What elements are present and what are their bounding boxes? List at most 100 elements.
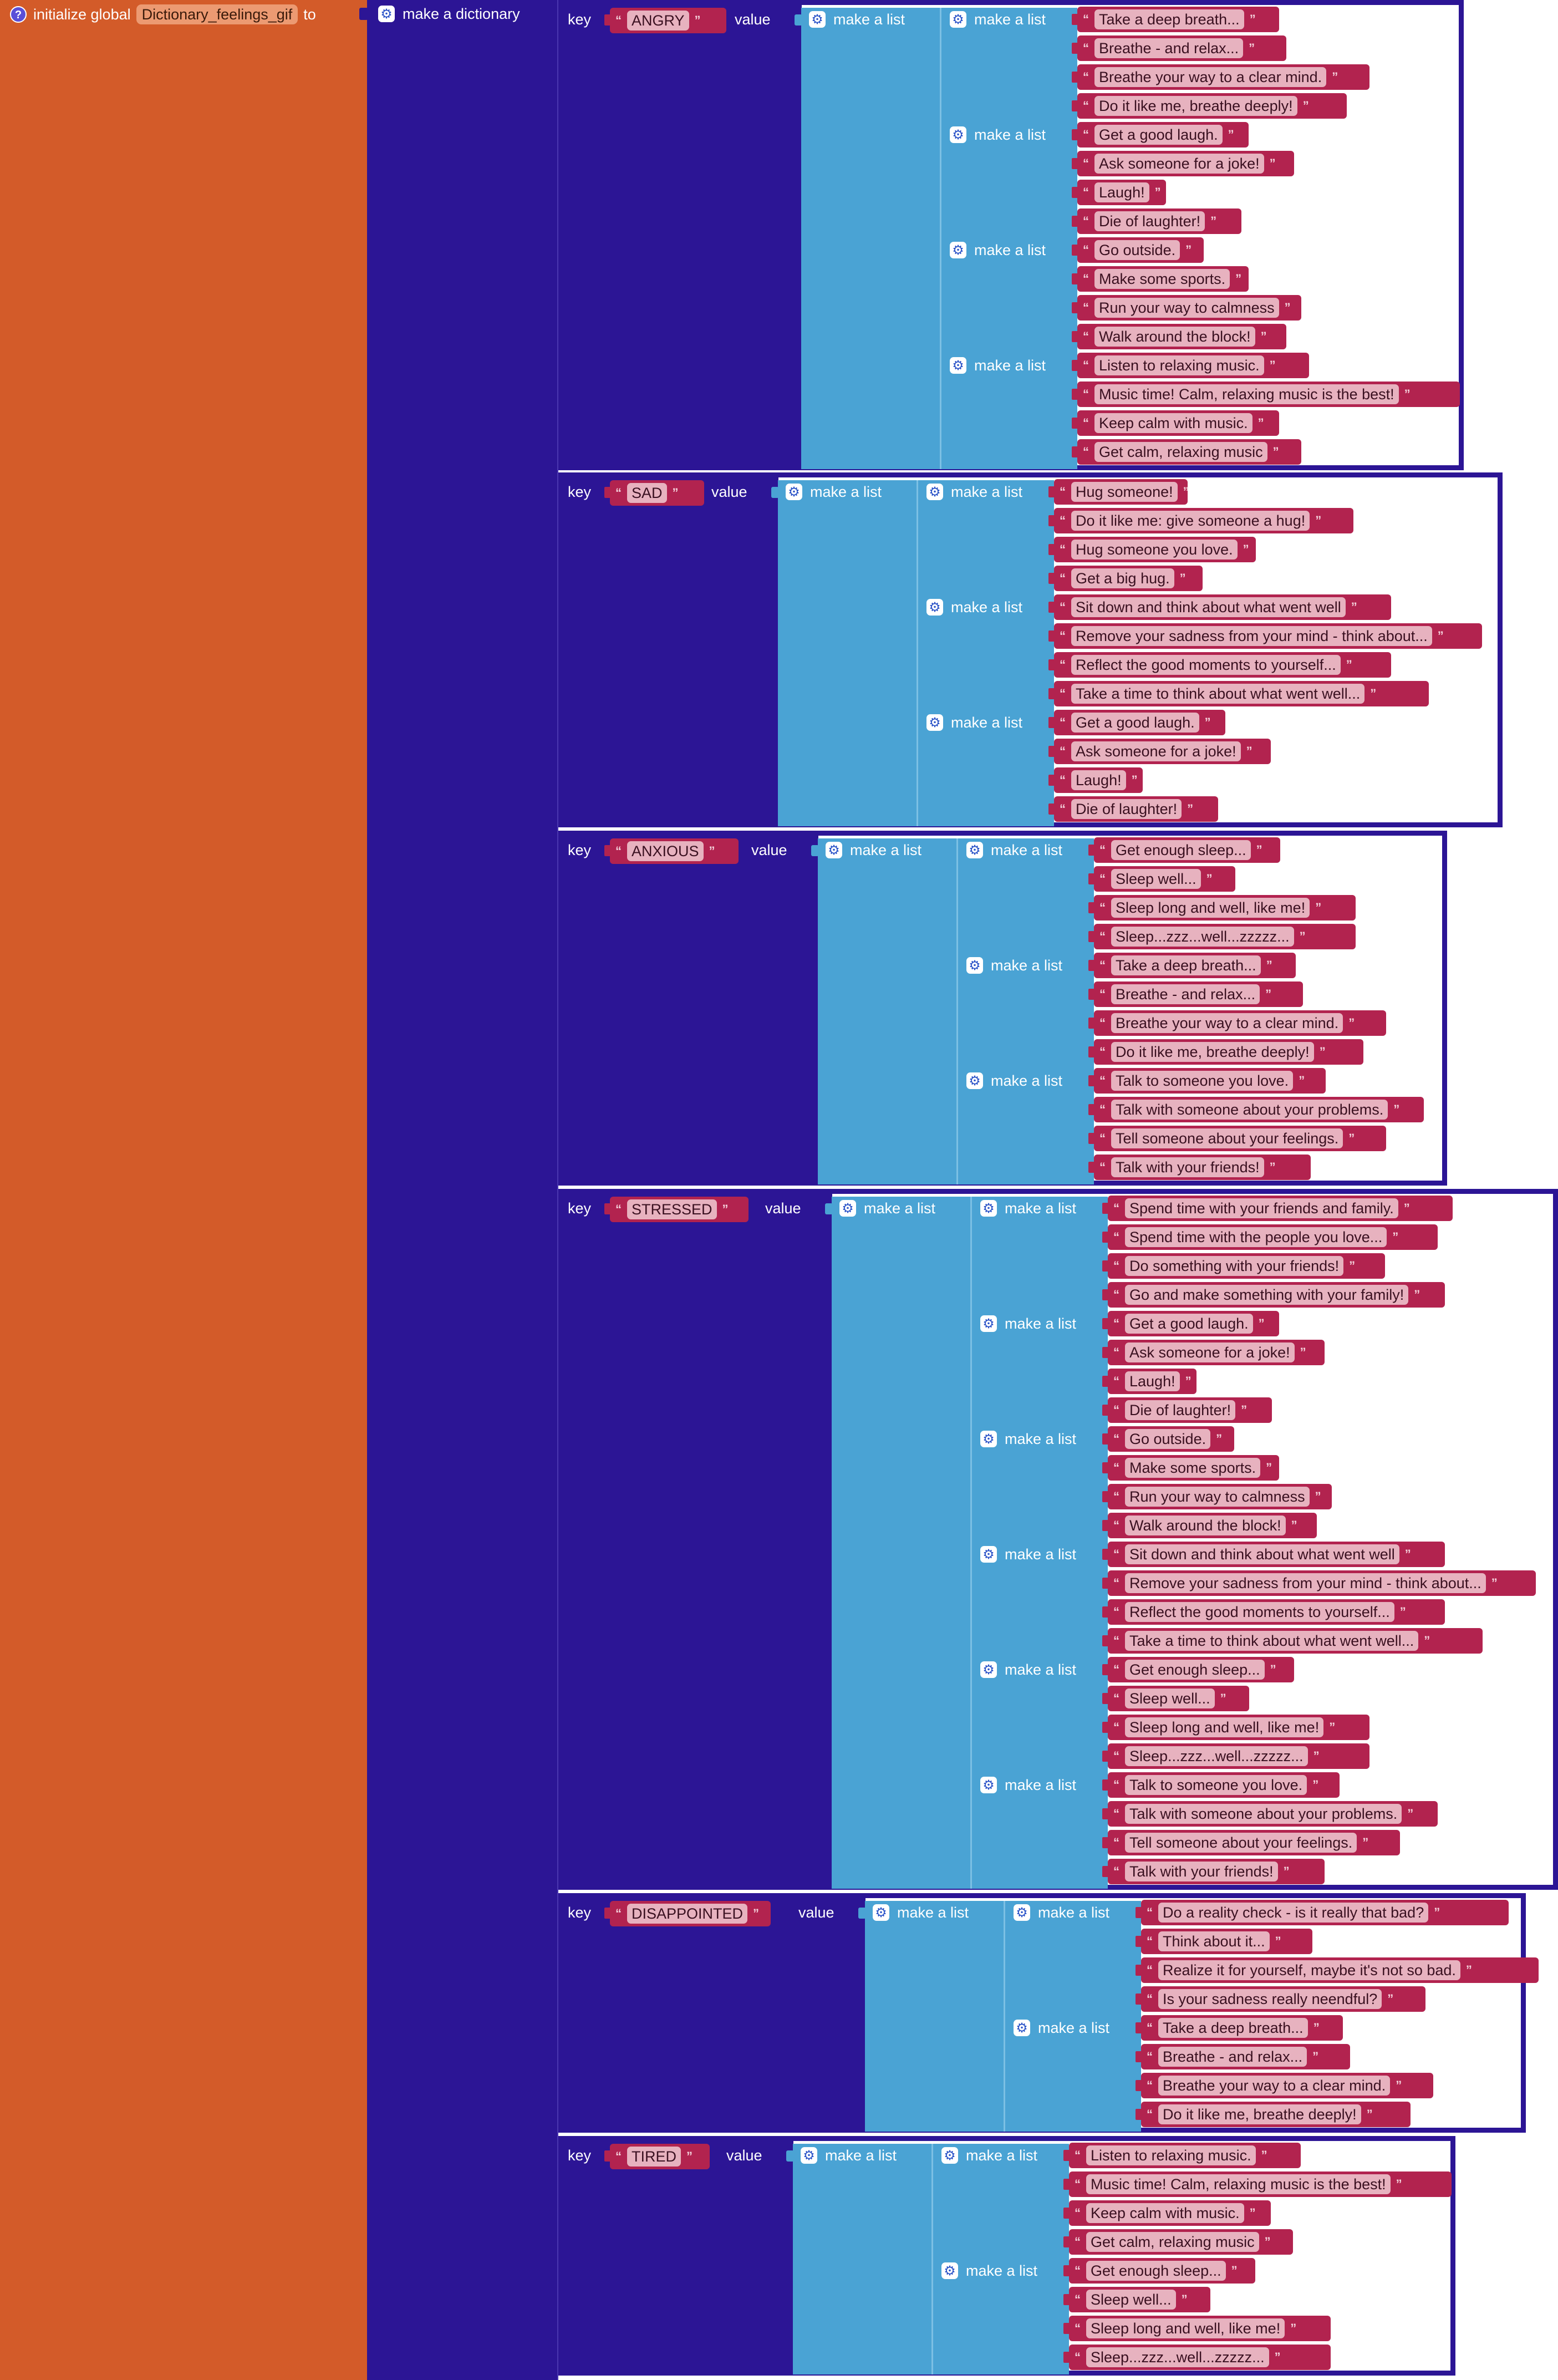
text-string-block[interactable]: “ Sleep well... ” xyxy=(1094,866,1235,892)
key-text-field[interactable]: DISAPPOINTED xyxy=(627,1904,748,1924)
text-field[interactable]: Take a deep breath... xyxy=(1111,955,1261,975)
text-string-block[interactable]: “ Sleep long and well, like me! ” xyxy=(1108,1715,1369,1740)
text-string-block[interactable]: “ Talk to someone you love. ” xyxy=(1108,1772,1340,1798)
text-field[interactable]: Sleep well... xyxy=(1086,2290,1176,2310)
text-field[interactable]: Ask someone for a joke! xyxy=(1125,1342,1295,1362)
text-field[interactable]: Die of laughter! xyxy=(1125,1400,1236,1420)
text-string-block[interactable]: “ Do it like me, breathe deeply! ” xyxy=(1077,93,1347,119)
text-field[interactable]: Take a deep breath... xyxy=(1158,2018,1308,2038)
text-field[interactable]: Hug someone you love. xyxy=(1071,540,1238,560)
text-string-block[interactable]: “ Hug someone! ” xyxy=(1054,479,1189,505)
gear-icon[interactable]: ⚙ xyxy=(980,1661,997,1678)
text-string-block[interactable]: “ Get calm, relaxing music ” xyxy=(1077,439,1301,465)
gear-icon[interactable]: ⚙ xyxy=(980,1546,997,1563)
gear-icon[interactable]: ⚙ xyxy=(966,957,983,974)
key-string-block[interactable]: “ DISAPPOINTED ” xyxy=(610,1901,771,1926)
text-field[interactable]: Sleep...zzz...well...zzzzz... xyxy=(1086,2347,1269,2367)
text-string-block[interactable]: “ Do it like me, breathe deeply! ” xyxy=(1141,2102,1411,2127)
text-string-block[interactable]: “ Talk with your friends! ” xyxy=(1094,1155,1311,1180)
text-field[interactable]: Laugh! xyxy=(1125,1371,1180,1391)
text-string-block[interactable]: “ Make some sports. ” xyxy=(1108,1455,1279,1481)
gear-icon[interactable]: ⚙ xyxy=(801,2147,817,2164)
text-string-block[interactable]: “ Listen to relaxing music. ” xyxy=(1077,353,1309,378)
gear-icon[interactable]: ⚙ xyxy=(839,1200,856,1217)
text-string-block[interactable]: “ Breathe - and relax... ” xyxy=(1094,982,1303,1007)
text-string-block[interactable]: “ Do it like me, breathe deeply! ” xyxy=(1094,1039,1363,1065)
text-field[interactable]: Get a good laugh. xyxy=(1071,713,1199,733)
text-string-block[interactable]: “ Go outside. ” xyxy=(1108,1426,1234,1452)
text-string-block[interactable]: “ Remove your sadness from your mind - th… xyxy=(1054,623,1482,649)
text-field[interactable]: Remove your sadness from your mind - thi… xyxy=(1125,1573,1486,1593)
key-text-field[interactable]: STRESSED xyxy=(627,1199,717,1219)
text-field[interactable]: Breathe your way to a clear mind. xyxy=(1158,2076,1391,2096)
text-field[interactable]: Make some sports. xyxy=(1094,269,1230,289)
text-field[interactable]: Is your sadness really neendful? xyxy=(1158,1989,1382,2009)
text-string-block[interactable]: “ Reflect the good moments to yourself...… xyxy=(1054,652,1391,678)
text-field[interactable]: Get a good laugh. xyxy=(1094,125,1223,145)
gear-icon[interactable]: ⚙ xyxy=(950,242,966,258)
text-string-block[interactable]: “ Laugh! ” xyxy=(1077,180,1166,205)
text-field[interactable]: Walk around the block! xyxy=(1094,327,1255,347)
text-string-block[interactable]: “ Sleep well... ” xyxy=(1069,2287,1210,2312)
text-string-block[interactable]: “ Talk to someone you love. ” xyxy=(1094,1068,1326,1094)
text-field[interactable]: Talk to someone you love. xyxy=(1111,1071,1294,1091)
text-field[interactable]: Realize it for yourself, maybe it's not … xyxy=(1158,1960,1460,1980)
text-string-block[interactable]: “ Die of laughter! ” xyxy=(1108,1397,1272,1423)
text-string-block[interactable]: “ Do a reality check - is it really that … xyxy=(1141,1900,1509,1925)
text-string-block[interactable]: “ Take a time to think about what went we… xyxy=(1054,681,1429,706)
text-field[interactable]: Tell someone about your feelings. xyxy=(1111,1128,1343,1148)
text-field[interactable]: Sit down and think about what went well xyxy=(1125,1544,1399,1564)
key-text-field[interactable]: SAD xyxy=(627,483,667,503)
key-text-field[interactable]: TIRED xyxy=(627,2147,681,2167)
text-field[interactable]: Walk around the block! xyxy=(1125,1516,1286,1535)
text-string-block[interactable]: “ Get calm, relaxing music ” xyxy=(1069,2229,1293,2255)
text-field[interactable]: Sleep long and well, like me! xyxy=(1086,2318,1285,2338)
text-string-block[interactable]: “ Sit down and think about what went well… xyxy=(1108,1542,1445,1567)
gear-icon[interactable]: ⚙ xyxy=(950,357,966,374)
gear-icon[interactable]: ⚙ xyxy=(1014,1904,1030,1921)
gear-icon[interactable]: ⚙ xyxy=(826,842,842,858)
text-string-block[interactable]: “ Sleep...zzz...well...zzzzz... ” xyxy=(1108,1743,1369,1769)
text-string-block[interactable]: “ Run your way to calmness ” xyxy=(1077,295,1301,321)
text-field[interactable]: Breathe - and relax... xyxy=(1158,2047,1307,2067)
key-string-block[interactable]: “ ANXIOUS ” xyxy=(610,838,739,864)
text-string-block[interactable]: “ Breathe - and relax... ” xyxy=(1077,35,1286,61)
key-text-field[interactable]: ANGRY xyxy=(627,11,689,30)
text-field[interactable]: Get a good laugh. xyxy=(1125,1314,1253,1334)
text-string-block[interactable]: “ Is your sadness really neendful? ” xyxy=(1141,1986,1425,2012)
text-string-block[interactable]: “ Laugh! ” xyxy=(1108,1369,1196,1394)
text-string-block[interactable]: “ Talk with your friends! ” xyxy=(1108,1859,1325,1884)
text-string-block[interactable]: “ Keep calm with music. ” xyxy=(1069,2200,1271,2226)
text-string-block[interactable]: “ Go and make something with your family!… xyxy=(1108,1282,1445,1308)
text-field[interactable]: Music time! Calm, relaxing music is the … xyxy=(1086,2174,1391,2194)
text-string-block[interactable]: “ Keep calm with music. ” xyxy=(1077,410,1279,436)
key-text-field[interactable]: ANXIOUS xyxy=(627,841,704,861)
text-field[interactable]: Go outside. xyxy=(1094,240,1180,260)
text-string-block[interactable]: “ Tell someone about your feelings. ” xyxy=(1094,1126,1386,1151)
text-field[interactable]: Reflect the good moments to yourself... xyxy=(1125,1602,1394,1622)
gear-icon[interactable]: ⚙ xyxy=(966,842,983,858)
gear-icon[interactable]: ⚙ xyxy=(926,599,943,616)
text-string-block[interactable]: “ Laugh! ” xyxy=(1054,767,1143,793)
text-field[interactable]: Get calm, relaxing music xyxy=(1086,2232,1259,2252)
text-string-block[interactable]: “ Breathe - and relax... ” xyxy=(1141,2044,1350,2069)
text-string-block[interactable]: “ Take a deep breath... ” xyxy=(1141,2015,1343,2041)
text-field[interactable]: Talk with your friends! xyxy=(1125,1862,1278,1881)
text-field[interactable]: Sleep well... xyxy=(1111,869,1201,889)
gear-icon[interactable]: ⚙ xyxy=(980,1431,997,1447)
gear-icon[interactable]: ⚙ xyxy=(786,484,802,500)
text-string-block[interactable]: “ Get enough sleep... ” xyxy=(1094,837,1280,863)
text-field[interactable]: Remove your sadness from your mind - thi… xyxy=(1071,626,1432,646)
text-field[interactable]: Get a big hug. xyxy=(1071,568,1174,588)
text-field[interactable]: Get calm, relaxing music xyxy=(1094,442,1267,462)
key-string-block[interactable]: “ ANGRY ” xyxy=(610,8,726,33)
text-field[interactable]: Get enough sleep... xyxy=(1111,840,1251,860)
text-string-block[interactable]: “ Take a time to think about what went we… xyxy=(1108,1628,1483,1654)
gear-icon[interactable]: ⚙ xyxy=(809,11,826,28)
text-field[interactable]: Listen to relaxing music. xyxy=(1086,2145,1256,2165)
text-field[interactable]: Sleep...zzz...well...zzzzz... xyxy=(1111,927,1294,947)
gear-icon[interactable]: ⚙ xyxy=(980,1200,997,1217)
text-string-block[interactable]: “ Music time! Calm, relaxing music is the… xyxy=(1077,382,1460,407)
text-field[interactable]: Keep calm with music. xyxy=(1094,413,1252,433)
text-string-block[interactable]: “ Breathe your way to a clear mind. ” xyxy=(1094,1010,1386,1036)
